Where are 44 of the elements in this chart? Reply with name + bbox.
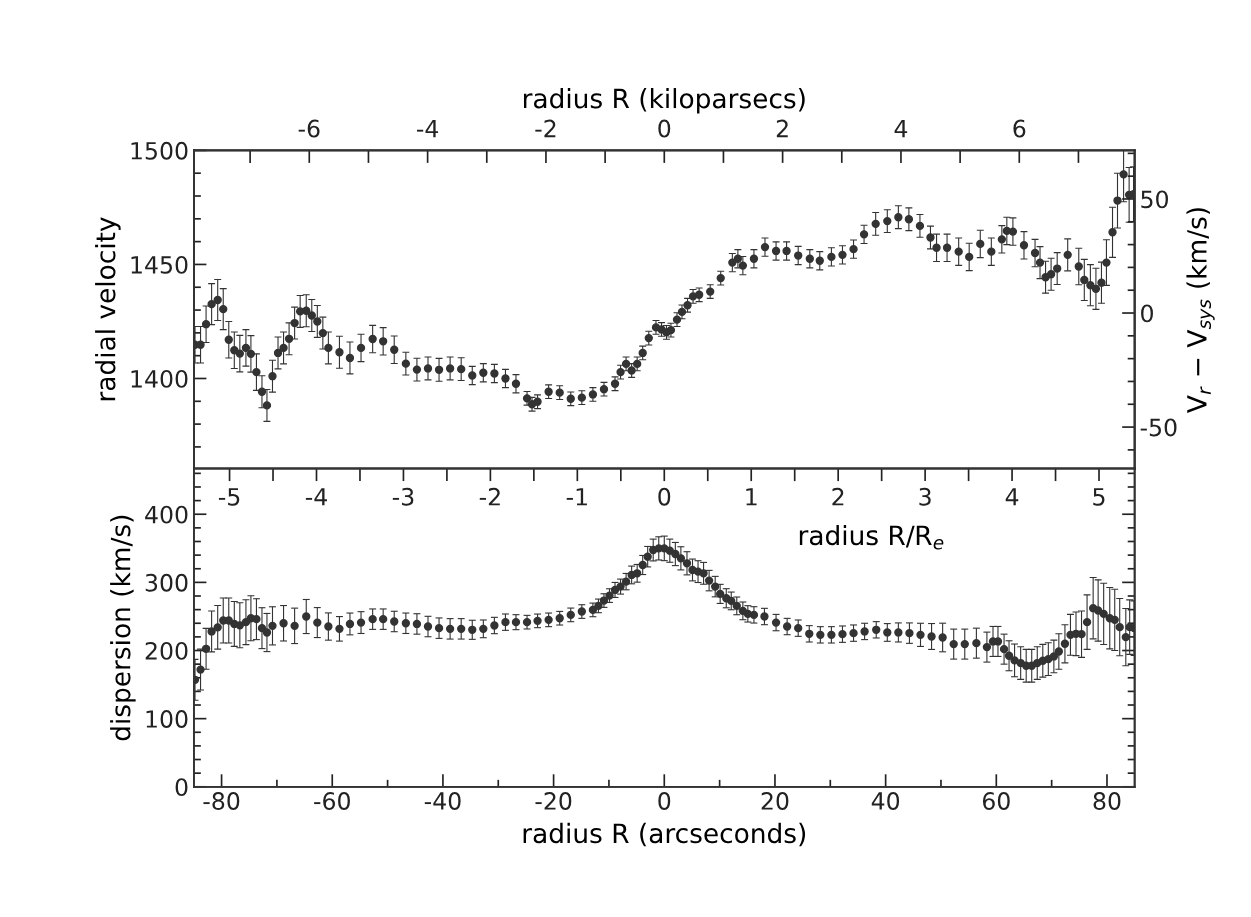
- x-tick-label: 40: [871, 792, 900, 810]
- y-tick-label: 1400: [131, 369, 188, 388]
- x2-tick-label: -3: [392, 487, 414, 506]
- x-tick-label: -80: [203, 792, 240, 810]
- x2-tick-label: 3: [919, 487, 931, 506]
- x-tick-label: 80: [1093, 792, 1121, 810]
- y-axis-title: radial velocity: [95, 217, 121, 401]
- x2-tick-label: 6: [1013, 119, 1026, 138]
- x2-tick-label: 2: [776, 119, 788, 138]
- x2-tick-label: 2: [832, 487, 844, 506]
- y-axis-title: dispersion (km/s): [110, 515, 136, 741]
- x2-tick-label: -2: [535, 119, 556, 138]
- x2-tick-label: -4: [417, 119, 439, 138]
- x2-tick-label: -6: [298, 119, 320, 138]
- y-tick-label: 0: [175, 778, 188, 797]
- x2-tick-label: 0: [658, 119, 671, 138]
- y2-tick-label: 50: [1141, 190, 1168, 209]
- x-tick-label: -60: [314, 792, 350, 810]
- x2-tick-label: -1: [566, 488, 587, 506]
- x2-tick-label: -4: [305, 488, 327, 506]
- x2-tick-label: -2: [479, 487, 500, 506]
- x2-tick-label: 0: [658, 487, 671, 506]
- x-tick-label: 0: [658, 792, 671, 810]
- x2-tick-label: 1: [746, 488, 757, 506]
- y-tick-label: 200: [145, 641, 188, 660]
- x-axis-title: radius R (arcseconds): [523, 822, 806, 847]
- x2-tick-label: 4: [894, 119, 908, 138]
- y-tick-label: 1450: [131, 255, 188, 274]
- y2-axis-title: V$_{r}$ − V$_{sys}$ (km/s): [1186, 208, 1215, 413]
- x2-axis-title: radius R (kiloparsecs): [523, 88, 805, 114]
- x2-tick-label: 5: [1093, 488, 1105, 506]
- x2-axis-title: radius R/R$_{e}$: [799, 524, 944, 550]
- x-tick-label: 60: [982, 792, 1010, 810]
- y-tick-label: 1500: [131, 141, 188, 160]
- x2-tick-label: 4: [1005, 488, 1019, 506]
- x-tick-label: -40: [424, 792, 461, 810]
- x-tick-label: -20: [535, 792, 572, 810]
- x2-tick-label: -5: [218, 488, 240, 506]
- y-tick-label: 100: [146, 710, 188, 728]
- x-tick-label: 20: [761, 792, 789, 810]
- y2-tick-label: -50: [1140, 418, 1177, 437]
- y-tick-label: 300: [145, 573, 188, 592]
- y2-tick-label: 0: [1141, 304, 1153, 323]
- y-tick-label: 400: [145, 505, 188, 524]
